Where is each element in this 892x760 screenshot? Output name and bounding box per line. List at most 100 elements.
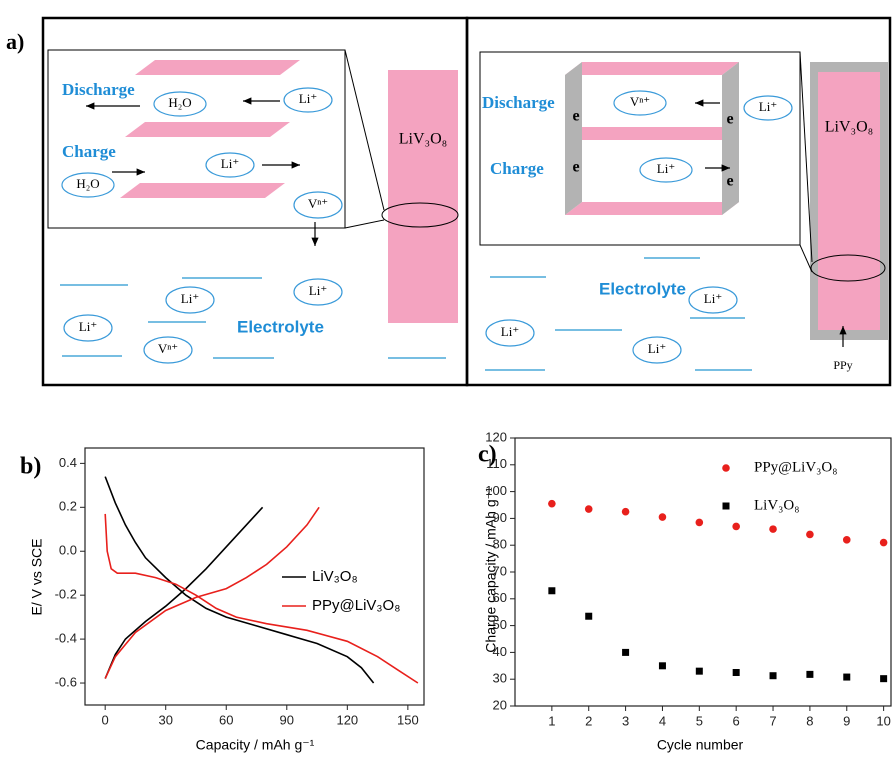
legend-label: LiV₃O₈	[312, 568, 358, 585]
zoom-ring	[381, 202, 459, 228]
plot-frame	[514, 437, 892, 707]
point	[732, 669, 740, 676]
layer	[135, 60, 300, 75]
point	[622, 648, 630, 656]
legend-swatch	[722, 464, 730, 472]
point	[548, 499, 556, 508]
point	[879, 538, 888, 547]
inset	[479, 51, 801, 246]
panel-label: a)	[6, 29, 24, 54]
x-tick-label: 6	[733, 713, 740, 728]
coating-side	[565, 62, 582, 215]
ion-oval	[613, 90, 667, 116]
inset	[47, 49, 346, 229]
point	[806, 670, 814, 678]
ion-oval	[632, 336, 682, 364]
layer	[565, 202, 739, 215]
ion-label: Li⁺	[657, 161, 675, 176]
x-tick-label: 150	[397, 712, 419, 727]
y-tick-label: -0.6	[55, 674, 77, 689]
x-tick-label: 5	[696, 713, 703, 728]
layer	[565, 127, 739, 140]
y-tick-label: 120	[485, 429, 507, 444]
zoom-line	[799, 51, 813, 263]
point	[658, 662, 666, 670]
point	[769, 525, 777, 533]
x-tick-label: 120	[336, 712, 358, 727]
ion-oval	[153, 91, 207, 117]
y-tick-label: 110	[486, 456, 507, 471]
ion-label: Li⁺	[648, 341, 666, 356]
panel-label: b)	[20, 454, 41, 480]
panel-frame	[465, 16, 892, 387]
electron-label: e	[572, 159, 579, 176]
electrode	[388, 70, 458, 323]
ion-label: Vⁿ⁺	[630, 94, 650, 109]
zoom-ring	[810, 254, 886, 282]
y-tick-label: 40	[493, 644, 507, 659]
x-tick-label: 1	[548, 713, 555, 728]
zoom-line	[344, 49, 385, 211]
x-axis-title: Cycle number	[657, 737, 744, 753]
ion-oval	[63, 314, 113, 342]
y-tick-label: 100	[485, 483, 507, 498]
ion-oval	[688, 286, 738, 314]
electrode-label: LiV₃O₈	[825, 119, 873, 136]
x-tick-label: 3	[622, 713, 629, 728]
ion-label: Li⁺	[221, 156, 239, 171]
point	[880, 675, 888, 683]
x-tick-label: 90	[280, 712, 294, 727]
electrode-label: LiV₃O₈	[399, 131, 447, 148]
ion-oval	[143, 336, 193, 364]
electrolyte-label: Electrolyte	[237, 317, 324, 336]
ion-label: Li⁺	[299, 91, 317, 106]
plot-frame	[84, 447, 425, 706]
legend-label: PPy@LiV₃O₈	[312, 597, 400, 614]
electrolyte-label: Electrolyte	[599, 279, 686, 298]
x-tick-label: 60	[219, 712, 233, 727]
x-axis-title: Capacity / mAh g⁻¹	[196, 737, 315, 753]
y-axis-title: E/ V vs SCE	[29, 538, 45, 615]
y-tick-label: 0.0	[59, 543, 77, 558]
ion-oval	[61, 172, 115, 198]
x-tick-label: 4	[659, 713, 666, 728]
y-tick-label: 90	[493, 510, 507, 525]
x-tick-label: 0	[102, 712, 109, 727]
y-tick-label: -0.2	[55, 587, 77, 602]
y-tick-label: 60	[493, 590, 507, 605]
electron-label: e	[726, 173, 733, 190]
y-tick-label: 30	[493, 671, 507, 686]
point	[621, 507, 630, 516]
point	[732, 522, 740, 531]
ion-label: Li⁺	[181, 291, 199, 306]
legend-label: PPy@LiV₃O₈	[754, 459, 837, 475]
point	[548, 587, 556, 595]
electron-label: e	[572, 108, 579, 125]
ion-label: Li⁺	[79, 319, 97, 334]
electrode	[818, 72, 880, 330]
y-tick-label: 20	[493, 697, 507, 712]
ion-oval	[293, 191, 343, 219]
series-line	[104, 506, 419, 684]
point	[584, 505, 593, 513]
legend-label: LiV₃O₈	[754, 497, 799, 513]
y-tick-label: 80	[493, 537, 507, 552]
ion-label: H₂O	[76, 176, 99, 191]
ion-label: Li⁺	[704, 291, 722, 306]
ion-oval	[639, 157, 693, 183]
x-tick-label: 7	[769, 713, 776, 728]
legend-swatch	[722, 502, 730, 510]
process-label: Charge	[62, 142, 116, 161]
zoom-line	[344, 219, 385, 229]
point	[658, 513, 667, 521]
process-label: Discharge	[62, 80, 135, 99]
point	[806, 530, 814, 539]
point	[769, 672, 777, 680]
ion-oval	[165, 286, 215, 314]
zoom-line	[799, 244, 813, 273]
ion-label: Vⁿ⁺	[158, 341, 178, 356]
ion-oval	[205, 152, 255, 178]
y-axis-title: Charge capacity / mAh g⁻¹	[483, 487, 499, 653]
